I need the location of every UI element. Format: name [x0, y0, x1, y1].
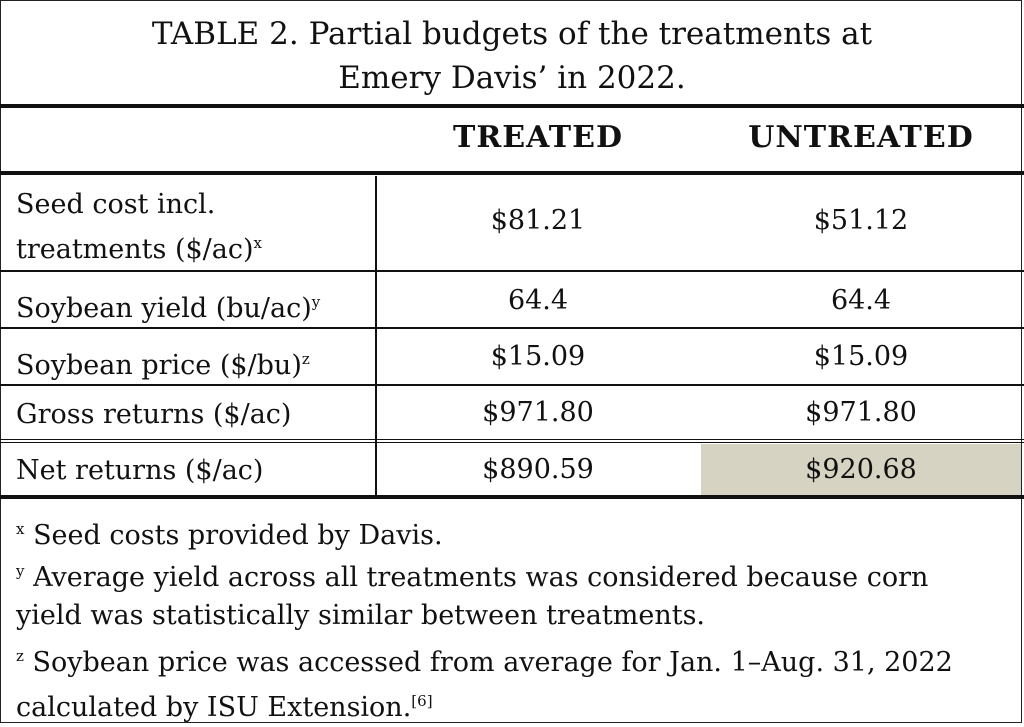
- row-divider: [0, 270, 1024, 272]
- row-divider-double-top: [0, 439, 1024, 440]
- table-bottom-rule: [0, 495, 1024, 499]
- row-label-seed-cost: Seed cost incl. treatments ($/ac)x: [16, 189, 262, 265]
- cell-seed-cost-untreated: $51.12: [813, 205, 909, 236]
- cell-seed-cost-treated: $81.21: [490, 205, 586, 236]
- cell-price-untreated: $15.09: [813, 341, 909, 372]
- highlight-cell-bg: [701, 444, 1021, 495]
- table-title: TABLE 2. Partial budgets of the treatmen…: [0, 12, 1024, 100]
- cell-net-returns-untreated: $920.68: [805, 454, 917, 485]
- header-top-rule: [0, 104, 1024, 108]
- row-label-net-returns: Net returns ($/ac): [16, 455, 264, 486]
- cell-gross-returns-treated: $971.80: [482, 397, 594, 428]
- title-line-2: Emery Davis’ in 2022.: [338, 60, 686, 96]
- row-divider: [0, 327, 1024, 329]
- title-line-1: TABLE 2. Partial budgets of the treatmen…: [151, 16, 873, 52]
- row-label-gross-returns: Gross returns ($/ac): [16, 399, 292, 430]
- column-header-untreated: UNTREATED: [748, 120, 974, 155]
- column-divider: [375, 176, 377, 497]
- footnote-mark-z: z: [301, 350, 310, 368]
- cell-yield-treated: 64.4: [507, 285, 569, 316]
- row-divider-double-bottom: [0, 442, 1024, 443]
- cell-yield-untreated: 64.4: [830, 285, 892, 316]
- footnote-y: y Average yield across all treatments wa…: [16, 562, 929, 631]
- cell-gross-returns-untreated: $971.80: [805, 397, 917, 428]
- row-label-price: Soybean price ($/bu)z: [16, 350, 310, 381]
- row-divider: [0, 384, 1024, 386]
- footnote-mark-y: y: [311, 293, 321, 311]
- footnote-z: z Soybean price was accessed from averag…: [16, 647, 953, 723]
- row-label-yield: Soybean yield (bu/ac)y: [16, 293, 321, 324]
- column-header-treated: TREATED: [453, 120, 623, 155]
- header-bottom-rule: [0, 171, 1024, 175]
- cell-price-treated: $15.09: [490, 341, 586, 372]
- footnote-mark-x: x: [253, 234, 262, 252]
- footnote-x: x Seed costs provided by Davis.: [16, 520, 443, 551]
- reference-mark: [6]: [411, 692, 433, 710]
- cell-net-returns-treated: $890.59: [482, 454, 594, 485]
